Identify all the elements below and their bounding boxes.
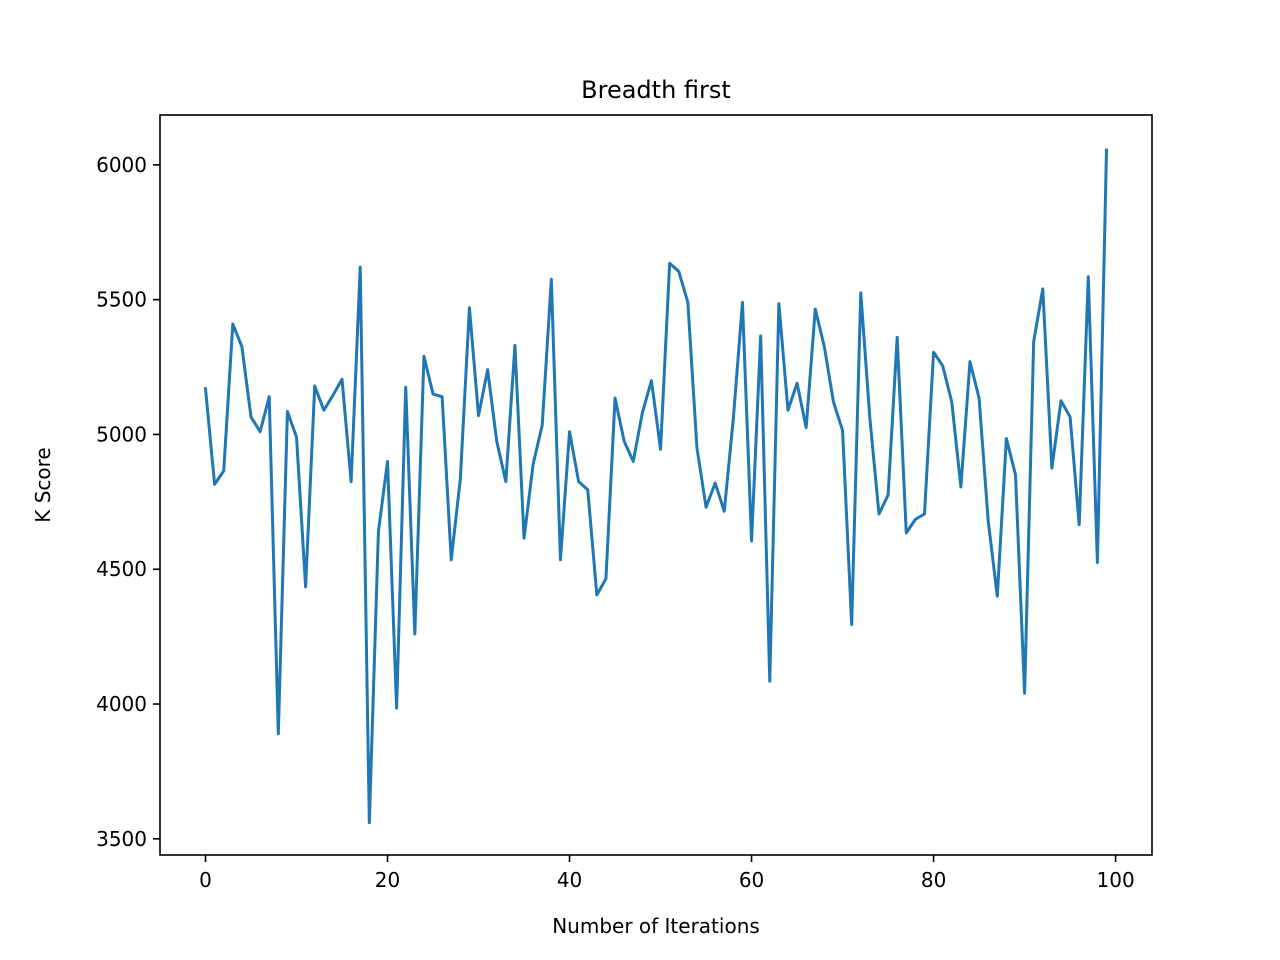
- chart-title: Breadth first: [581, 76, 731, 104]
- y-tick-label: 6000: [96, 153, 147, 177]
- x-tick-label: 40: [557, 868, 582, 892]
- series-line: [203, 148, 1109, 825]
- plot-area: [203, 148, 1109, 825]
- x-axis: 0 20 40 60 80 100: [199, 855, 1135, 892]
- y-axis-title: K Score: [31, 447, 55, 523]
- x-tick-label: 60: [739, 868, 764, 892]
- y-tick-label: 5500: [96, 288, 147, 312]
- x-tick-label: 80: [921, 868, 946, 892]
- x-axis-title: Number of Iterations: [552, 914, 760, 938]
- y-tick-label: 5000: [96, 422, 147, 446]
- y-tick-label: 4000: [96, 692, 147, 716]
- x-tick-label: 0: [199, 868, 212, 892]
- x-tick-label: 20: [375, 868, 400, 892]
- x-tick-label: 100: [1097, 868, 1135, 892]
- y-tick-label: 3500: [96, 827, 147, 851]
- y-axis: 3500 4000 4500 5000 5500 6000: [96, 153, 160, 851]
- plot-frame: [159, 114, 1153, 856]
- y-tick-label: 4500: [96, 557, 147, 581]
